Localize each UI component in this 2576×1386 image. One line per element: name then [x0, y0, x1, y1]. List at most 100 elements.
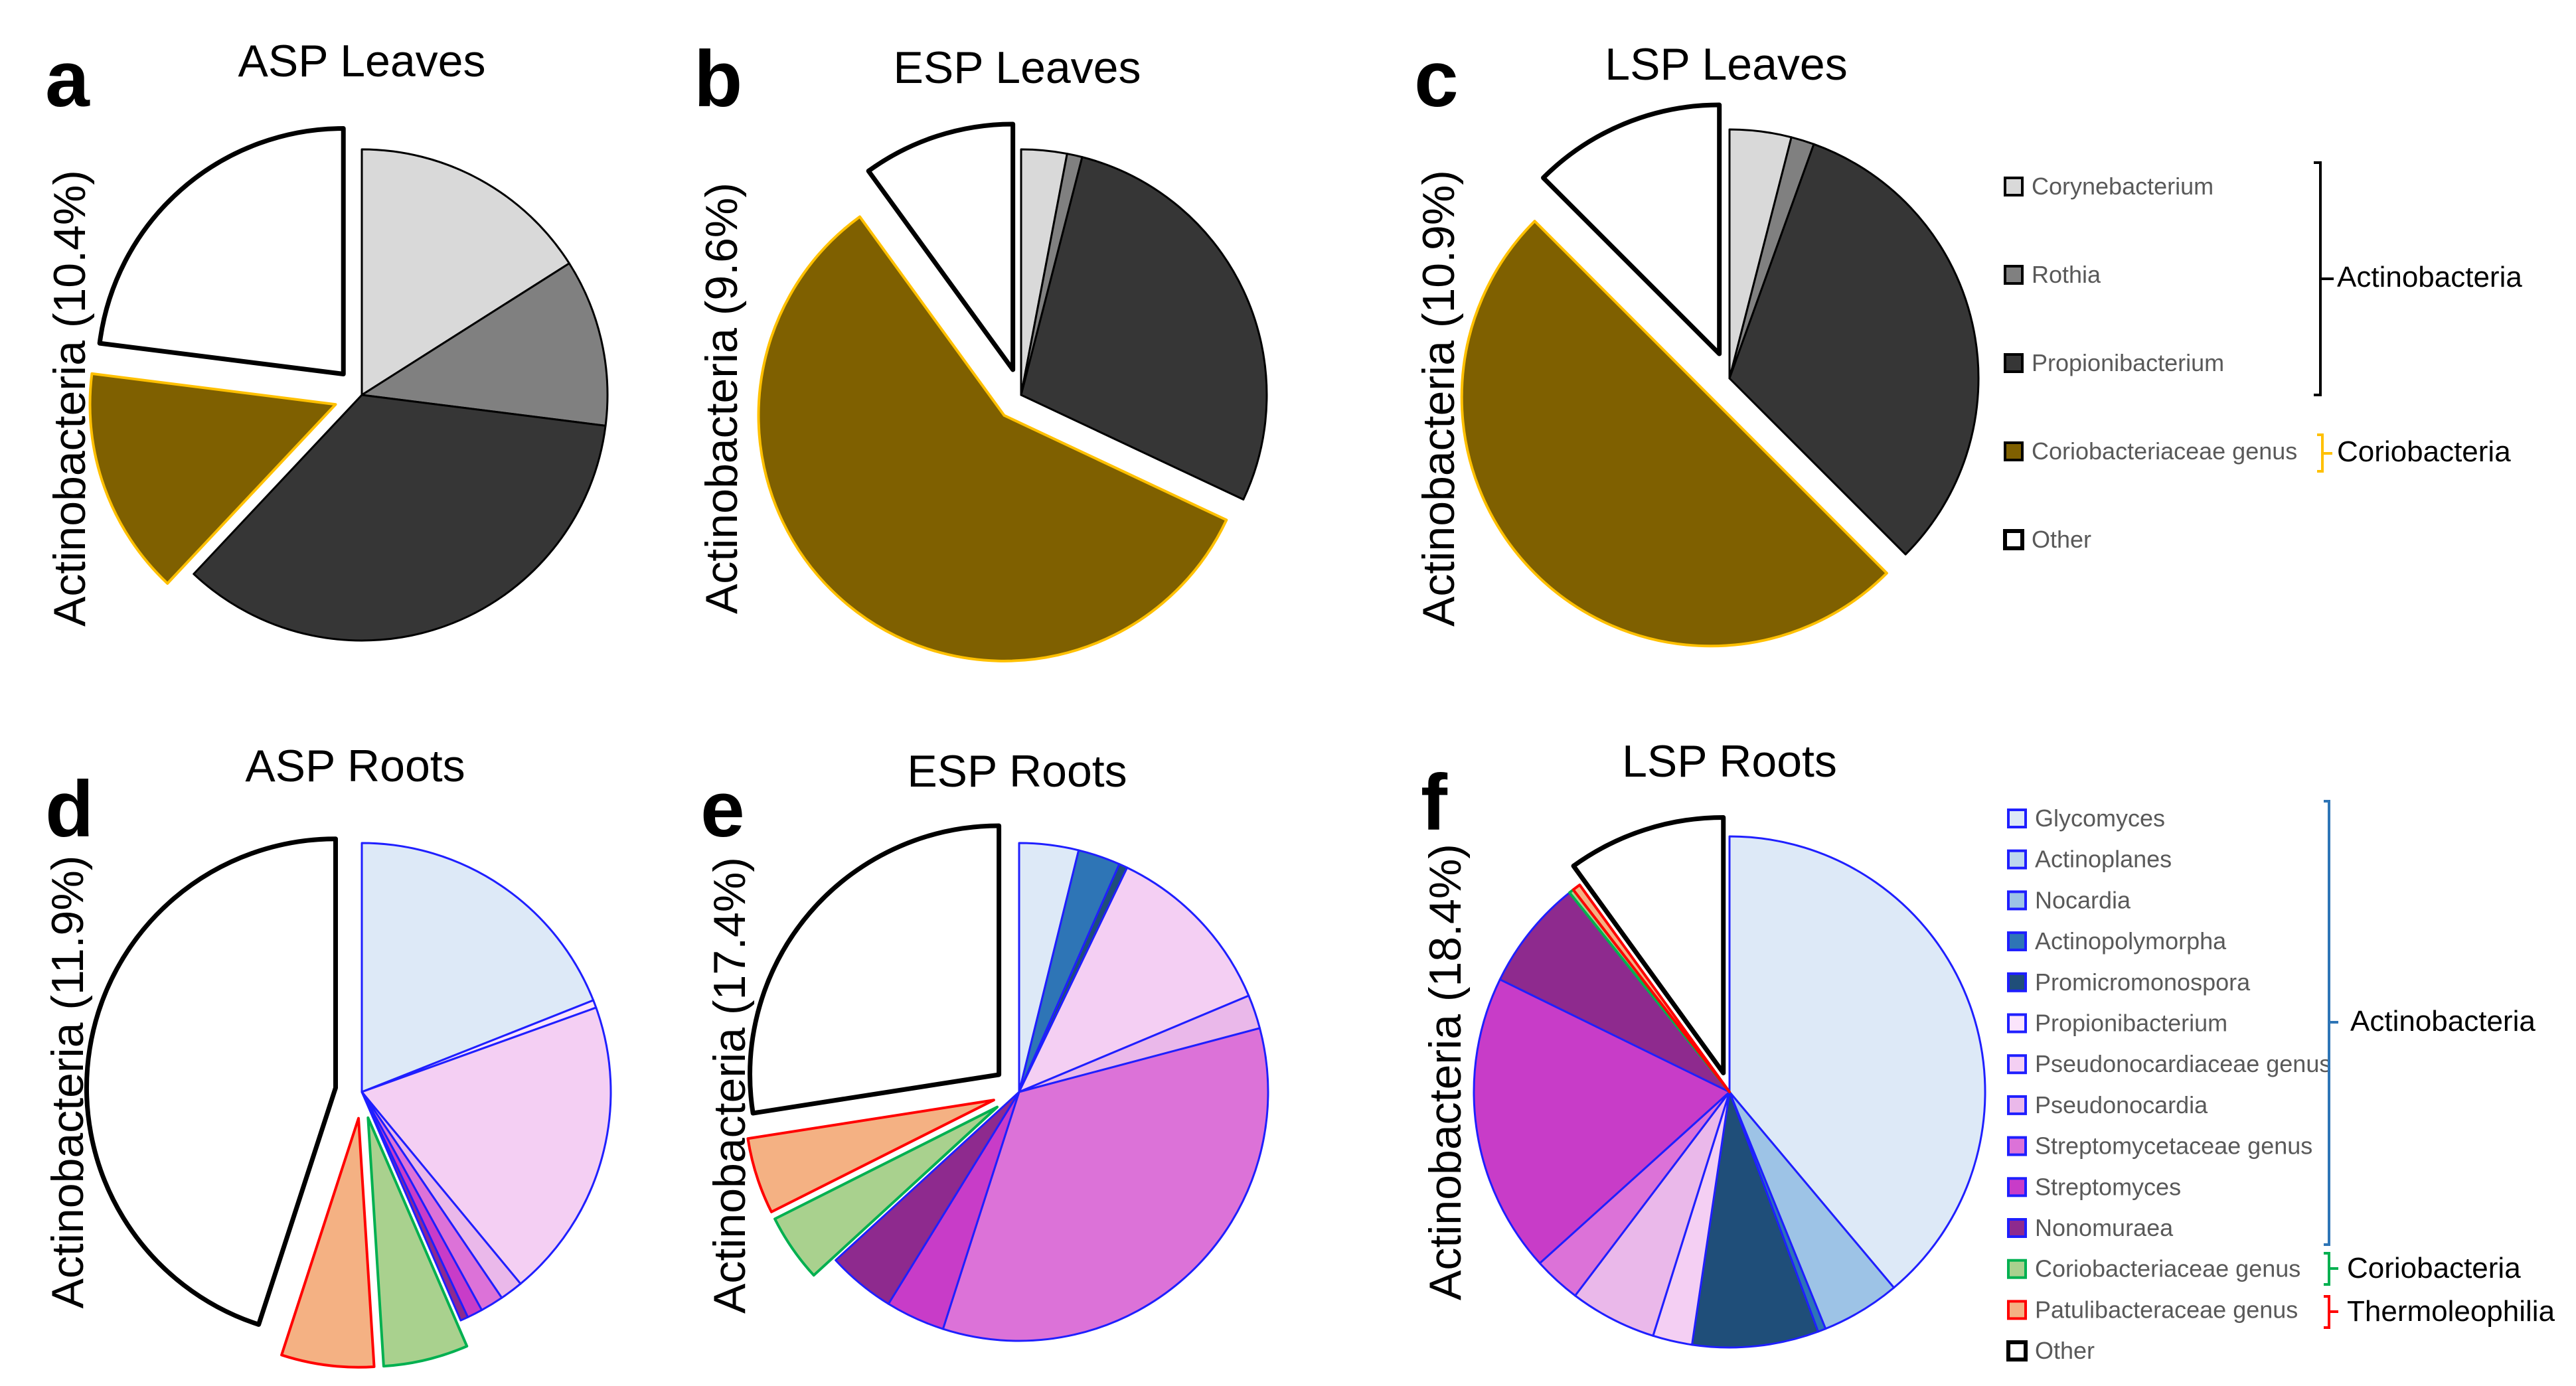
y-label-a: Actinobacteria (10.4%) [44, 170, 95, 627]
legend-leaves-label-other: Other [2032, 526, 2091, 553]
legend-roots-label-glycomyces: Glycomyces [2035, 805, 2165, 832]
legend-roots-swatch-other [2006, 1340, 2028, 1362]
legend-roots-label-streptomycetaceae-genus: Streptomycetaceae genus [2035, 1132, 2312, 1160]
y-label-c: Actinobacteria (10.9%) [1413, 170, 1464, 627]
legend-roots-swatch-patulibacteraceae-genus [2007, 1300, 2027, 1320]
panel-letter-f: f [1421, 758, 1448, 847]
legend-group-actinobacteria: Actinobacteria [2337, 261, 2522, 293]
pie-slice-d-pseudonocardiaceae-genus [361, 1006, 612, 1285]
pie-slice-e-pseudonocardiaceae-genus [1018, 866, 1250, 1093]
legend-roots-swatch-nonomuraea [2007, 1218, 2027, 1238]
pie-chart-e [746, 823, 1269, 1342]
legend-roots-label-coriobacteriaceae-genus: Coriobacteriaceae genus [2035, 1255, 2300, 1282]
pie-slice-f-pseudonocardia [1574, 1091, 1731, 1337]
pie-slice-d-glycomyces [361, 842, 595, 1093]
panel-title-a: ASP Leaves [238, 36, 485, 86]
legend-roots-swatch-propionibacterium [2007, 1013, 2027, 1034]
pie-slice-d-other [84, 836, 338, 1327]
legend-leaves-swatch-rothia [2004, 265, 2024, 285]
legend-group-coriobacteria-roots: Coriobacteria [2347, 1252, 2521, 1284]
pie-slice-a-propionibacterium [193, 394, 607, 642]
pie-slice-b-other [866, 121, 1016, 372]
panel-e: e ESP Roots Actinobacteria (17.4%) [700, 746, 1269, 1342]
panel-letter-b: b [694, 35, 742, 123]
pie-slice-f-nonomuraea [1498, 891, 1731, 1093]
panel-letter-e: e [700, 765, 745, 854]
legend-leaves-swatch-other [2003, 529, 2024, 550]
legend-roots-swatch-coriobacteriaceae-genus [2007, 1259, 2027, 1279]
legend-roots-swatch-pseudonocardiaceae-genus [2007, 1054, 2027, 1075]
panel-letter-a: a [45, 35, 90, 123]
legend-leaves-swatch-corynebacterium [2004, 177, 2024, 196]
pie-slice-e-streptomycetaceae-genus [941, 1027, 1269, 1342]
legend-roots-label-actinoplanes: Actinoplanes [2035, 846, 2172, 873]
panel-c: c LSP Leaves Actinobacteria (10.9%) [1413, 35, 1980, 648]
panel-letter-d: d [45, 765, 94, 854]
legend-group-thermoleophilia-roots: Thermoleophilia [2347, 1295, 2555, 1328]
pie-slice-b-propionibacterium [1020, 156, 1268, 501]
legend-roots-swatch-streptomyces [2007, 1177, 2027, 1197]
legend-roots-label-propionibacterium: Propionibacterium [2035, 1010, 2227, 1037]
legend-roots-swatch-streptomycetaceae-genus [2007, 1136, 2027, 1156]
legend-roots-label-nonomuraea: Nonomuraea [2035, 1214, 2174, 1241]
legend-bracket-actinobacteria [2314, 161, 2334, 396]
panel-a: a ASP Leaves Actinobacteria (10.4%) [44, 35, 609, 642]
pie-slice-e-patulibacteraceae-genus [746, 1099, 995, 1213]
pie-slice-e-other [748, 823, 1002, 1116]
panel-f: f LSP Roots Actinobacteria (18.4%) [1420, 736, 1986, 1349]
legend-leaves-swatch-propionibacterium [2004, 353, 2024, 373]
legend-roots-swatch-actinoplanes [2007, 849, 2027, 870]
legend-leaves-label-coriobacteriaceae-genus: Coriobacteriaceae genus [2032, 437, 2297, 465]
panel-b: b ESP Leaves Actinobacteria (9.6%) [694, 35, 1268, 662]
pie-chart-d [84, 836, 612, 1369]
legend-roots: Glycomyces Actinoplanes Nocardia Actinopoly… [2006, 800, 2555, 1364]
legend-leaves-label-rothia: Rothia [2032, 261, 2101, 288]
legend-leaves-label-corynebacterium: Corynebacterium [2032, 173, 2214, 200]
legend-roots-label-pseudonocardiaceae-genus: Pseudonocardiaceae genus [2035, 1050, 2331, 1077]
legend-bracket-thermoleophilia-roots [2324, 1295, 2338, 1329]
legend-bracket-actinobacteria-roots [2324, 800, 2338, 1246]
pie-chart-f [1473, 814, 1986, 1349]
legend-group-actinobacteria-roots: Actinobacteria [2350, 1005, 2536, 1038]
panel-letter-c: c [1414, 35, 1459, 123]
pie-slice-c-other [1541, 102, 1722, 356]
legend-roots-label-promicromonospora: Promicromonospora [2035, 968, 2251, 996]
legend-roots-label-actinopolymorpha: Actinopolymorpha [2035, 927, 2227, 955]
legend-roots-label-patulibacteraceae-genus: Patulibacteraceae genus [2035, 1296, 2298, 1323]
panel-title-d: ASP Roots [245, 741, 465, 791]
panel-title-e: ESP Roots [907, 746, 1127, 797]
pie-slice-d-patulibacteraceae-genus [280, 1116, 376, 1369]
pie-slice-a-coriobacteriaceae-genus [88, 372, 337, 585]
pie-slice-c-coriobacteriaceae-genus [1460, 220, 1888, 648]
legend-roots-swatch-glycomyces [2007, 809, 2027, 828]
y-label-b: Actinobacteria (9.6%) [696, 183, 747, 614]
legend-roots-label-other: Other [2035, 1337, 2095, 1364]
legend-roots-swatch-actinopolymorpha [2007, 931, 2027, 952]
y-label-e: Actinobacteria (17.4%) [704, 857, 755, 1314]
legend-bracket-coriobacteria [2317, 433, 2332, 473]
pie-slice-d-nonomuraea [361, 1091, 469, 1322]
legend-roots-swatch-promicromonospora [2007, 972, 2027, 992]
pie-slice-f-other [1571, 814, 1726, 1075]
pie-slice-c-propionibacterium [1728, 143, 1980, 556]
pie-slice-f-patulibacteraceae-genus [1571, 884, 1731, 1093]
pie-slice-e-nonomuraea [835, 1091, 1020, 1305]
pie-slice-f-promicromonospora [1691, 1091, 1819, 1349]
pie-slice-a-corynebacterium [361, 148, 570, 396]
legend-roots-swatch-nocardia [2007, 890, 2027, 911]
pie-slice-e-coriobacteriaceae-genus [773, 1105, 999, 1277]
pie-chart-a [88, 125, 609, 642]
legend-leaves-swatch-coriobacteriaceae-genus [2004, 441, 2024, 461]
legend-leaves: Corynebacterium Rothia Propionibacterium Co… [2003, 161, 2522, 553]
legend-roots-swatch-pseudonocardia [2007, 1095, 2027, 1115]
panel-title-c: LSP Leaves [1605, 39, 1847, 90]
pie-slice-b-coriobacteriaceae-genus [757, 215, 1228, 662]
panel-d: d ASP Roots Actinobacteria (11.9%) [42, 741, 612, 1369]
pie-chart-b [757, 121, 1268, 662]
legend-group-coriobacteria: Coriobacteria [2337, 435, 2511, 468]
pie-slice-a-rothia [361, 262, 609, 427]
legend-roots-label-streptomyces: Streptomyces [2035, 1173, 2181, 1200]
pie-slice-f-glycomyces [1728, 835, 1986, 1289]
legend-bracket-coriobacteria-roots [2324, 1252, 2338, 1286]
